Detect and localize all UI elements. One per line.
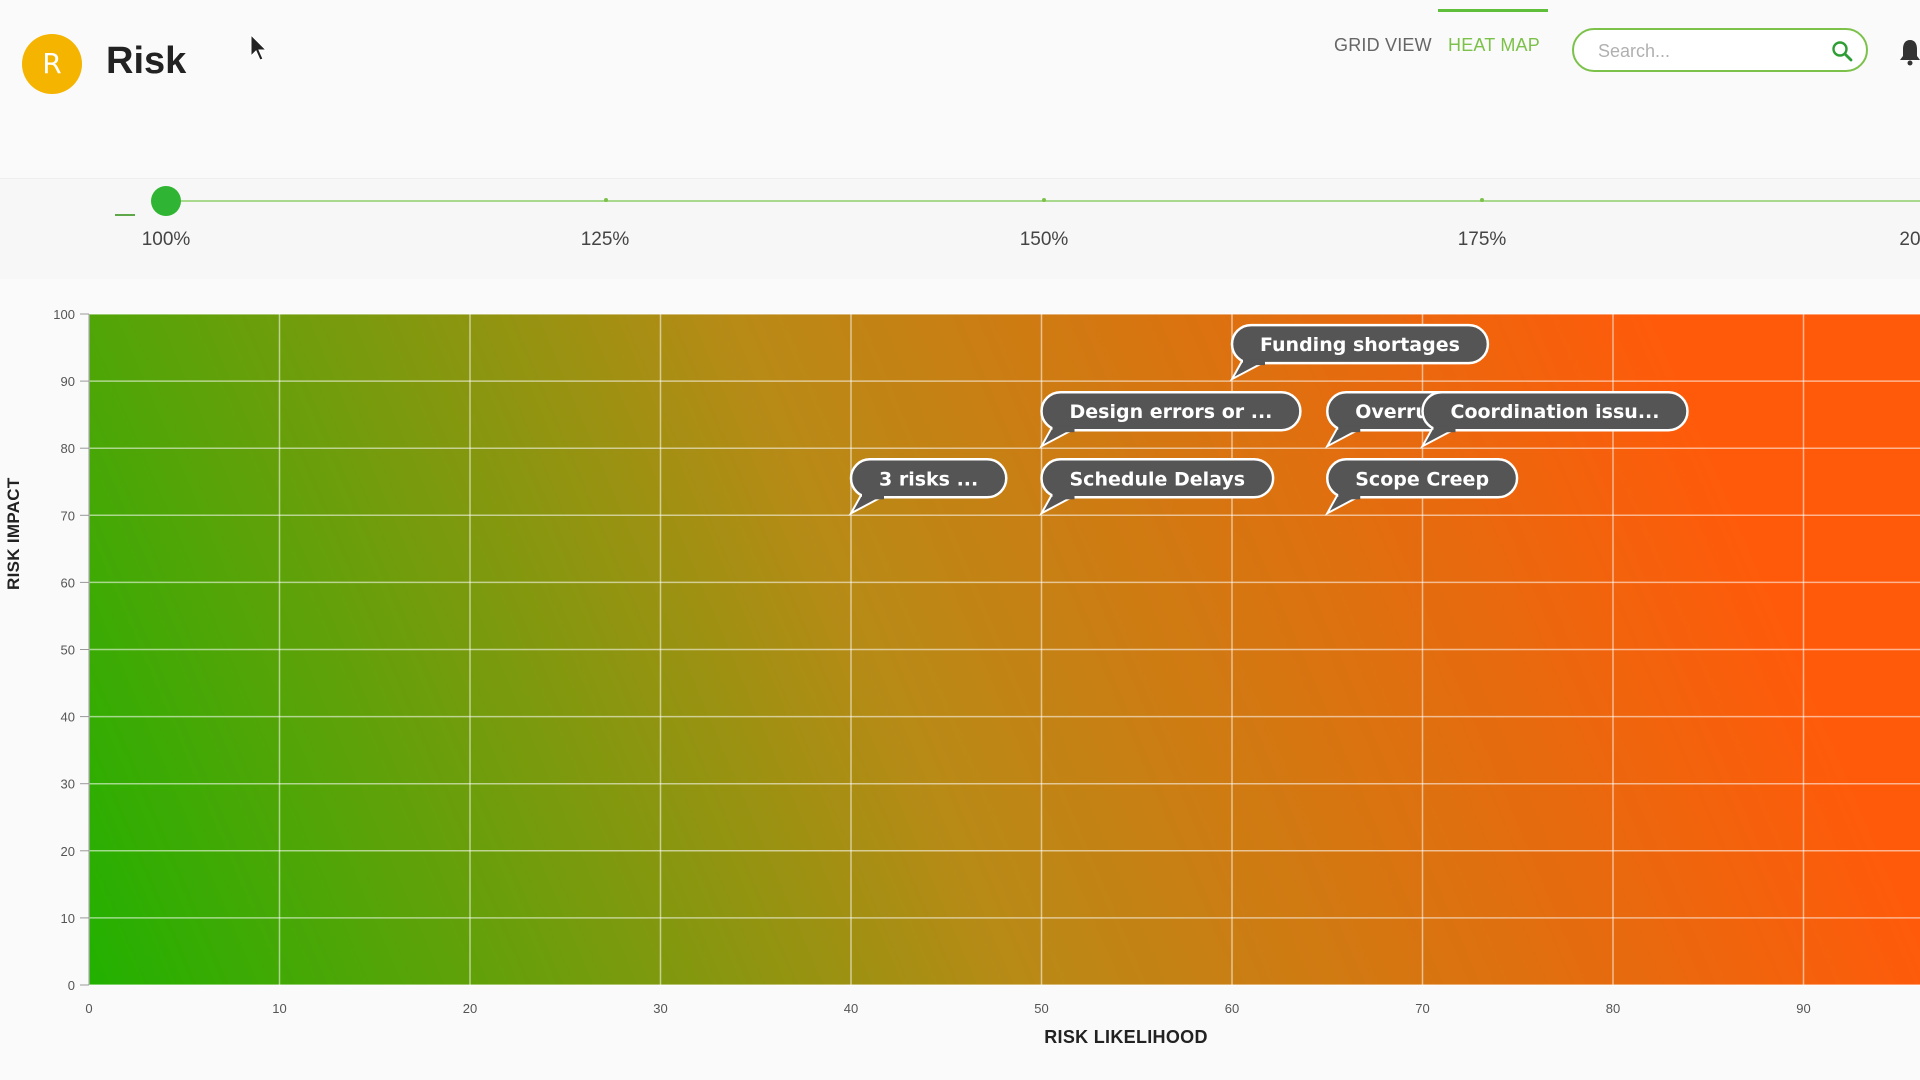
bell-icon[interactable]: [1900, 38, 1920, 66]
risk-bubble[interactable]: Schedule Delays: [1038, 458, 1275, 516]
y-tick-label: 90: [61, 374, 75, 389]
risk-bubble[interactable]: Design errors or ...: [1038, 390, 1302, 449]
risk-heat-map: 0 10 20 30 40 50 60 70 80 90 0 10 20 30 40 50 60 70 80 90 10…: [53, 307, 1920, 1016]
zoom-tick: [1480, 198, 1484, 202]
mouse-cursor-icon: [250, 34, 268, 61]
risk-bubble[interactable]: Coordination issu...: [1419, 390, 1689, 449]
risk-bubble-body[interactable]: [1040, 390, 1302, 432]
risk-bubble[interactable]: 3 risks ...: [848, 458, 1008, 516]
risk-bubble-joint: [1243, 359, 1265, 366]
risk-bubble-joint: [862, 493, 884, 500]
x-tick-label: 90: [1796, 1001, 1810, 1016]
risk-bubble-label: Funding shortages: [1260, 334, 1460, 356]
x-tick-label: 50: [1034, 1001, 1048, 1016]
x-tick-label: 70: [1415, 1001, 1429, 1016]
risk-bubble-joint: [1433, 426, 1456, 433]
x-tick-label: 10: [272, 1001, 286, 1016]
risk-bubble-label: Overrun: [1355, 401, 1442, 423]
risk-bubble-label: Design errors or ...: [1070, 401, 1273, 423]
risk-bubble-body[interactable]: [1326, 458, 1519, 499]
y-tick-label: 0: [68, 978, 75, 993]
risk-bubble-body[interactable]: [1230, 323, 1490, 365]
active-tab-indicator: [1438, 9, 1548, 12]
x-tick-label: 0: [85, 1001, 92, 1016]
x-tick-label: 40: [844, 1001, 858, 1016]
search-box: [1572, 28, 1868, 72]
zoom-label-175: 175%: [1457, 229, 1507, 250]
risk-bubble-body[interactable]: [849, 458, 1008, 499]
risk-bubble-label: Schedule Delays: [1070, 468, 1246, 490]
zoom-bar: [0, 178, 1920, 279]
search-icon[interactable]: [1830, 39, 1854, 63]
risk-bubble-label: Scope Creep: [1355, 468, 1489, 490]
avatar[interactable]: R: [22, 34, 82, 94]
tab-heat-map[interactable]: HEAT MAP: [1448, 35, 1540, 55]
zoom-slider-handle[interactable]: [151, 186, 181, 216]
y-tick-label: 60: [61, 575, 75, 590]
header-bar: R Risk GRID VIEW HEAT MAP: [0, 0, 1920, 130]
risk-bubble-label: Coordination issu...: [1451, 401, 1660, 423]
zoom-label-150: 150%: [1019, 229, 1069, 250]
search-input[interactable]: [1596, 38, 1820, 64]
y-tick-label: 80: [61, 441, 75, 456]
risk-bubble-body[interactable]: [1421, 390, 1689, 432]
risk-bubble-joint: [1052, 493, 1075, 500]
zoom-label-100: 100%: [141, 229, 191, 250]
x-axis-title: RISK LIKELIHOOD: [1044, 1027, 1208, 1047]
zoom-label-125: 125%: [580, 229, 630, 250]
page-title: Risk: [106, 40, 187, 82]
x-tick-label: 80: [1606, 1001, 1620, 1016]
y-tick-label: 30: [61, 777, 75, 792]
risk-bubble-label: 3 risks ...: [879, 468, 978, 490]
y-tick-label: 20: [61, 844, 75, 859]
y-tick-label: 40: [61, 710, 75, 725]
x-tick-label: 30: [653, 1001, 667, 1016]
y-tick-label: 50: [61, 643, 75, 658]
risk-bubble[interactable]: Funding shortages: [1229, 323, 1490, 382]
risk-bubble[interactable]: Scope Creep: [1324, 458, 1519, 516]
risk-bubble-joint: [1338, 493, 1361, 500]
x-tick-label: 60: [1225, 1001, 1239, 1016]
risk-bubble-joint: [1052, 426, 1075, 433]
x-tick-label: 20: [463, 1001, 477, 1016]
zoom-tick: [604, 198, 608, 202]
tab-grid-view[interactable]: GRID VIEW: [1334, 35, 1432, 55]
risk-bubble-joint: [1338, 426, 1361, 433]
zoom-out-icon[interactable]: [115, 214, 135, 216]
y-tick-label: 70: [61, 508, 75, 523]
zoom-label-200: 20: [1899, 229, 1920, 250]
y-tick-label: 100: [53, 307, 75, 322]
y-axis-title: RISK IMPACT: [4, 477, 23, 590]
risk-bubble-body[interactable]: [1040, 458, 1275, 499]
zoom-tick: [1042, 198, 1046, 202]
y-tick-label: 10: [61, 911, 75, 926]
